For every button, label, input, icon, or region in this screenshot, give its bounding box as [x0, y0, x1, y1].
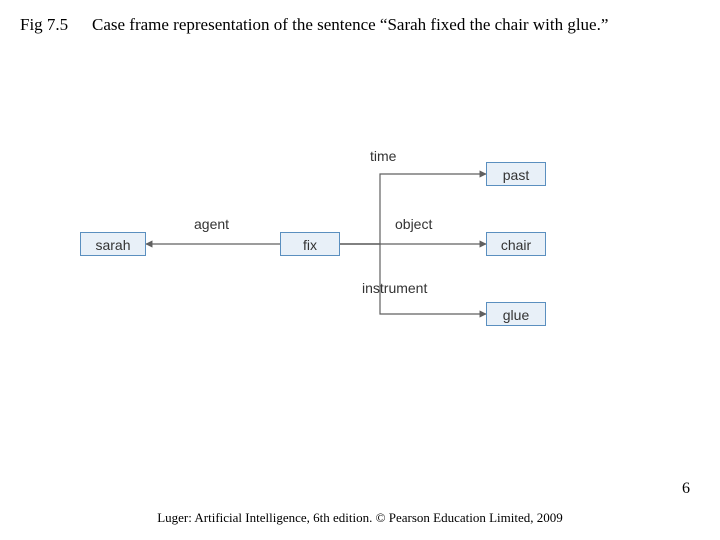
figure-caption: Case frame representation of the sentenc… — [92, 14, 672, 37]
footer-citation: Luger: Artificial Intelligence, 6th edit… — [0, 510, 720, 526]
node-glue: glue — [486, 302, 546, 326]
edge-label-instrument: instrument — [362, 280, 427, 296]
node-past: past — [486, 162, 546, 186]
edge-label-agent: agent — [194, 216, 229, 232]
edge-label-time: time — [370, 148, 396, 164]
node-chair: chair — [486, 232, 546, 256]
node-sarah: sarah — [80, 232, 146, 256]
page-number: 6 — [682, 480, 690, 498]
node-fix: fix — [280, 232, 340, 256]
case-frame-diagram: sarah fix past chair glue agent time object inst… — [60, 120, 660, 380]
edge-time — [340, 174, 486, 244]
figure-label: Fig 7.5 — [20, 14, 68, 37]
diagram-edges — [60, 120, 660, 380]
edge-instrument — [340, 244, 486, 314]
edge-label-object: object — [395, 216, 432, 232]
